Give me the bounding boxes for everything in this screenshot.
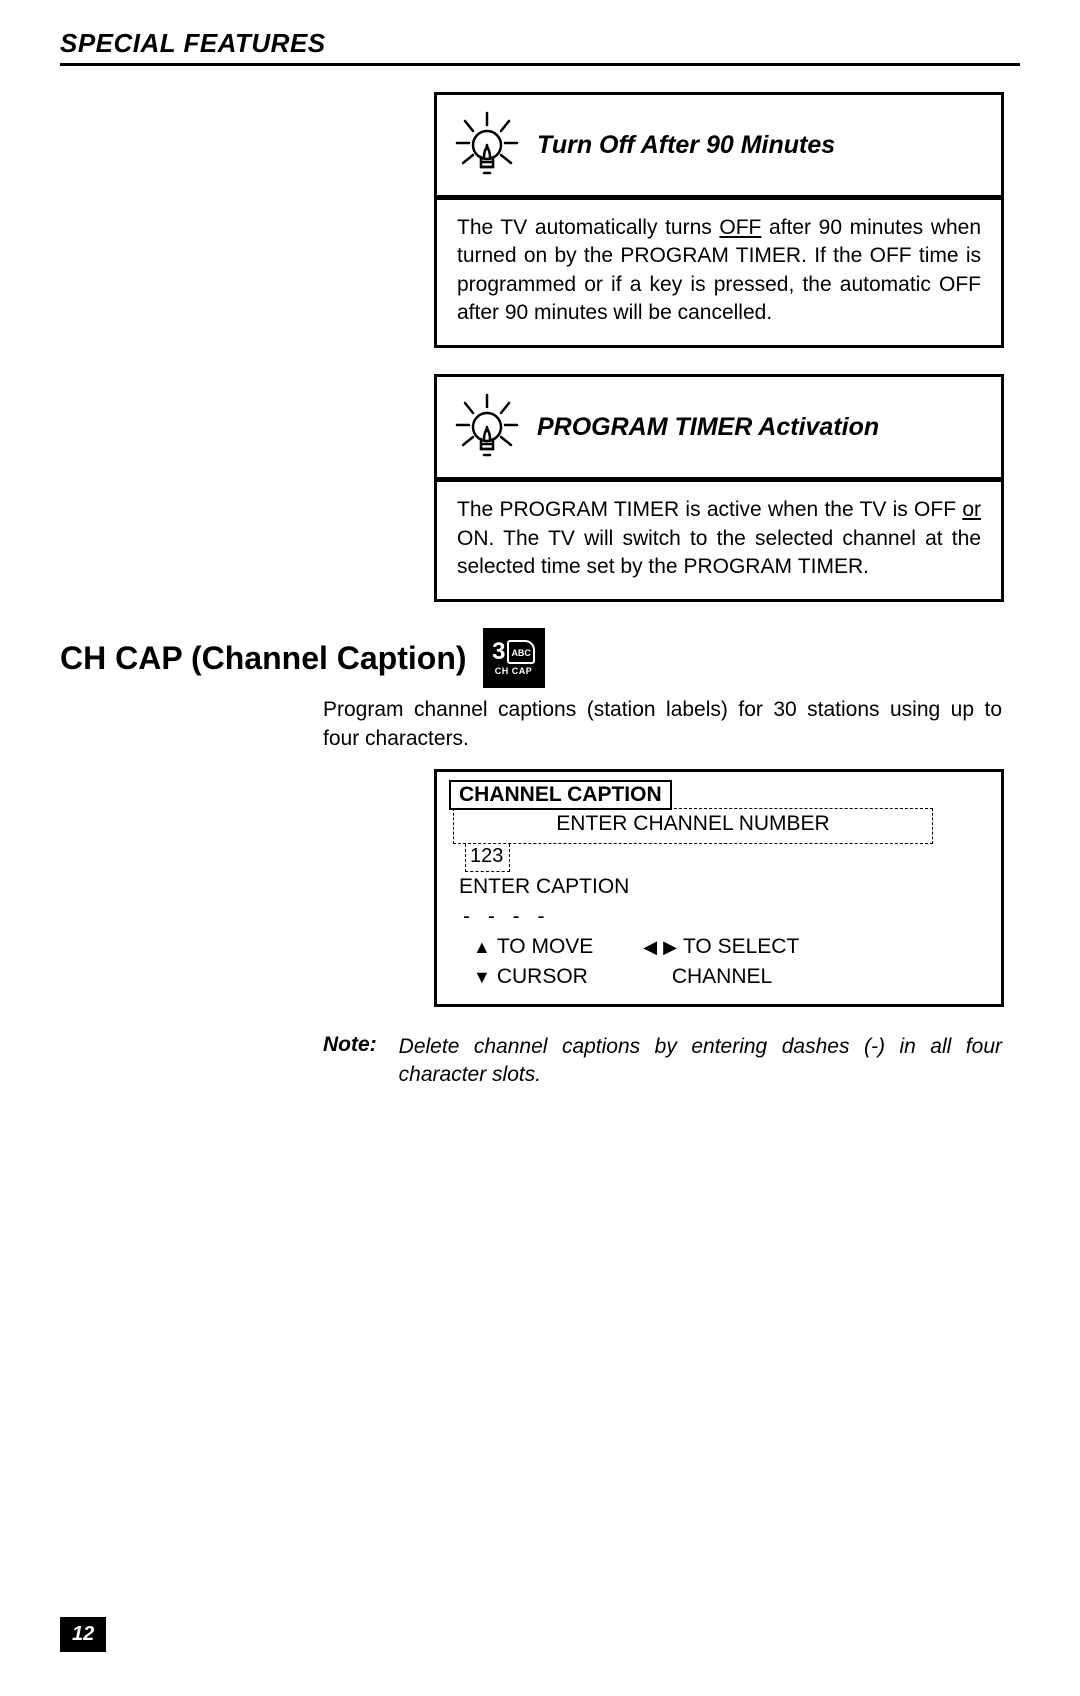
page-header-title: SPECIAL FEATURES bbox=[60, 28, 326, 59]
badge-number: 3 bbox=[492, 640, 505, 664]
osd-channel-label-cell: CHANNEL bbox=[672, 965, 772, 989]
osd-cursor-label: CURSOR bbox=[497, 965, 588, 989]
osd-move-down: ▼ CURSOR bbox=[473, 965, 588, 989]
osd-move-up: ▲ TO MOVE bbox=[473, 935, 593, 959]
tip-box-header: PROGRAM TIMER Activation bbox=[437, 377, 1001, 477]
right-arrow-icon: ▶ bbox=[663, 938, 677, 956]
osd-control-row-1: ▲ TO MOVE ◀ ▶ TO SELECT bbox=[473, 932, 981, 962]
osd-select-label: TO SELECT bbox=[683, 935, 799, 959]
page-header: SPECIAL FEATURES bbox=[60, 28, 1020, 66]
note-body: Delete channel captions by entering dash… bbox=[399, 1033, 1002, 1090]
tip-box-program-timer: PROGRAM TIMER Activation The PROGRAM TIM… bbox=[434, 374, 1004, 602]
left-arrow-icon: ◀ bbox=[643, 938, 657, 956]
osd-enter-caption-label: ENTER CAPTION bbox=[459, 872, 981, 902]
tip-title: Turn Off After 90 Minutes bbox=[537, 131, 835, 160]
osd-select: ◀ ▶ TO SELECT bbox=[643, 935, 799, 959]
osd-channel-value: 123 bbox=[465, 844, 510, 872]
up-arrow-icon: ▲ bbox=[473, 938, 491, 956]
chcap-badge: 3 ABC CH CAP bbox=[483, 628, 545, 688]
down-arrow-icon: ▼ bbox=[473, 968, 491, 986]
section-intro: Program channel captions (station labels… bbox=[323, 696, 1002, 753]
osd-enter-channel-label: ENTER CHANNEL NUMBER bbox=[462, 809, 924, 839]
page-number: 12 bbox=[60, 1617, 106, 1652]
osd-screen: CHANNEL CAPTION ENTER CHANNEL NUMBER 123… bbox=[434, 769, 1004, 1007]
note-label: Note: bbox=[323, 1033, 377, 1090]
tip-body: The TV automatically turns OFF after 90 … bbox=[437, 200, 1001, 345]
tip-body: The PROGRAM TIMER is active when the TV … bbox=[437, 482, 1001, 599]
osd-control-row-2: ▼ CURSOR CHANNEL bbox=[473, 962, 981, 992]
badge-top: 3 ABC bbox=[492, 640, 535, 664]
note-row: Note: Delete channel captions by enterin… bbox=[323, 1033, 1002, 1090]
lightbulb-icon bbox=[451, 109, 523, 181]
osd-rest: 123 ENTER CAPTION - - - - ▲ TO MOVE ◀ ▶ T… bbox=[459, 844, 981, 992]
lightbulb-icon bbox=[451, 391, 523, 463]
tip-title: PROGRAM TIMER Activation bbox=[537, 413, 879, 442]
badge-abc-box: ABC bbox=[507, 640, 535, 664]
osd-titlebar-wrap: CHANNEL CAPTION bbox=[449, 780, 981, 810]
osd-subgroup: ENTER CHANNEL NUMBER bbox=[453, 808, 933, 844]
osd-caption-dashes: - - - - bbox=[459, 902, 981, 932]
osd-title: CHANNEL CAPTION bbox=[449, 780, 672, 810]
tip-box-turn-off: Turn Off After 90 Minutes The TV automat… bbox=[434, 92, 1004, 348]
osd-channel-label: CHANNEL bbox=[672, 965, 772, 989]
osd-move-label: TO MOVE bbox=[497, 935, 593, 959]
section-title: CH CAP (Channel Caption) bbox=[60, 640, 467, 677]
badge-abc: ABC bbox=[511, 648, 531, 658]
section-heading-row: CH CAP (Channel Caption) 3 ABC CH CAP bbox=[60, 628, 1020, 688]
tip-box-header: Turn Off After 90 Minutes bbox=[437, 95, 1001, 195]
badge-sub: CH CAP bbox=[495, 666, 533, 676]
